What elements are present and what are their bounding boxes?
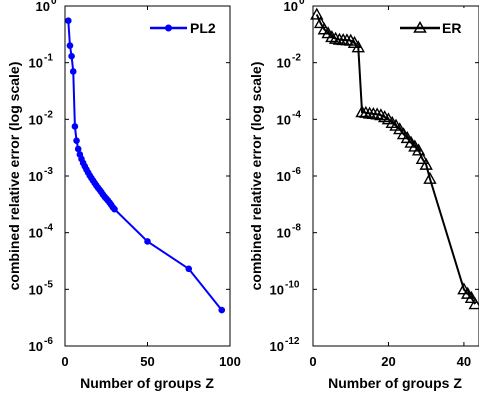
y-tick-base: 10 bbox=[29, 112, 43, 127]
y-tick-label: 10 -4 bbox=[277, 109, 302, 127]
data-point bbox=[419, 157, 433, 170]
series-line-er bbox=[315, 14, 477, 305]
y-tick-base: 10 bbox=[29, 169, 43, 184]
y-tick-base: 10 bbox=[29, 56, 43, 71]
y-tick-base: 10 bbox=[36, 0, 50, 14]
y-tick-label: 10 -10 bbox=[270, 279, 300, 297]
y-tick-exponent: 0 bbox=[51, 0, 57, 7]
y-tick-exponent: 0 bbox=[299, 0, 305, 7]
y-tick-base: 10 bbox=[29, 339, 43, 354]
data-point bbox=[325, 30, 339, 43]
y-tick-exponent: -3 bbox=[44, 166, 53, 177]
y-tick-base: 10 bbox=[270, 282, 284, 297]
x-tick-label: 40 bbox=[457, 354, 471, 369]
data-point bbox=[468, 297, 479, 310]
data-point bbox=[71, 123, 79, 130]
y-tick-exponent: -4 bbox=[44, 223, 53, 234]
series-line-pl2 bbox=[67, 20, 223, 311]
data-point bbox=[423, 171, 437, 184]
data-point bbox=[328, 31, 343, 44]
legend-box bbox=[151, 8, 229, 38]
data-point bbox=[65, 17, 72, 25]
legend-marker-er bbox=[413, 21, 427, 33]
axes-box bbox=[312, 5, 479, 347]
y-tick-base: 10 bbox=[284, 0, 298, 14]
y-tick-label: 10 -3 bbox=[29, 166, 54, 184]
y-tick-exponent: -2 bbox=[44, 109, 53, 120]
data-point bbox=[359, 105, 373, 118]
y-tick-label: 10 -6 bbox=[29, 336, 54, 354]
data-point bbox=[355, 105, 369, 118]
y-tick-base: 10 bbox=[29, 282, 43, 297]
y-tick-base: 10 bbox=[277, 112, 291, 127]
x-tick-label: 0 bbox=[309, 354, 316, 369]
x-tick-label: 50 bbox=[140, 354, 154, 369]
y-tick-exponent: -6 bbox=[44, 336, 53, 347]
y-tick-label: 10 -8 bbox=[277, 223, 302, 241]
y-tick-exponent: -6 bbox=[292, 166, 301, 177]
legend: ER bbox=[398, 8, 478, 38]
y-tick-base: 10 bbox=[29, 226, 43, 241]
x-tick-label: 20 bbox=[381, 354, 395, 369]
y-tick-base: 10 bbox=[277, 169, 291, 184]
legend-box bbox=[398, 8, 478, 38]
data-point bbox=[351, 40, 365, 53]
plot-area bbox=[310, 7, 479, 310]
x-tick-label: 100 bbox=[219, 354, 241, 369]
y-tick-label: 10 -2 bbox=[277, 53, 302, 71]
y-axis-label: combined relative error (log scale) bbox=[248, 62, 264, 291]
y-tick-base: 10 bbox=[277, 56, 291, 71]
data-point bbox=[411, 143, 426, 156]
y-tick-label: 10 -12 bbox=[270, 336, 300, 354]
legend-label-pl2: PL2 bbox=[190, 20, 216, 36]
legend-marker-pl2 bbox=[165, 24, 172, 32]
data-point bbox=[400, 131, 415, 144]
y-tick-base: 10 bbox=[277, 226, 291, 241]
plot-area bbox=[65, 17, 226, 314]
y-tick-exponent: -10 bbox=[285, 279, 300, 290]
y-tick-label: 10 0 bbox=[284, 0, 305, 14]
data-point bbox=[144, 238, 151, 245]
data-point bbox=[111, 205, 118, 213]
data-point bbox=[415, 152, 430, 165]
x-axis-label: Number of groups Z bbox=[80, 375, 214, 391]
data-point bbox=[69, 68, 77, 75]
data-point bbox=[310, 7, 324, 20]
y-tick-label: 10 -6 bbox=[277, 166, 302, 184]
data-point bbox=[68, 52, 75, 60]
y-tick-label: 10 0 bbox=[36, 0, 57, 14]
data-point bbox=[185, 265, 193, 273]
data-point bbox=[73, 137, 80, 144]
x-tick-label: 0 bbox=[61, 354, 68, 369]
y-tick-exponent: -1 bbox=[44, 53, 53, 64]
data-point bbox=[464, 290, 479, 303]
y-tick-exponent: -12 bbox=[285, 336, 300, 347]
data-point bbox=[66, 42, 74, 49]
y-tick-label: 10 -5 bbox=[29, 279, 54, 297]
y-tick-label: 10 -1 bbox=[29, 53, 54, 71]
data-point bbox=[74, 145, 82, 153]
y-axis-label: combined relative error (log scale) bbox=[6, 62, 22, 291]
data-point bbox=[218, 306, 226, 314]
y-tick-label: 10 -2 bbox=[29, 109, 54, 127]
y-tick-base: 10 bbox=[270, 339, 284, 354]
y-tick-label: 10 -4 bbox=[29, 223, 54, 241]
data-point bbox=[370, 107, 384, 120]
legend: PL2 bbox=[150, 8, 229, 38]
y-tick-exponent: -5 bbox=[44, 279, 53, 290]
x-axis-label: Number of groups Z bbox=[328, 375, 462, 391]
y-tick-exponent: -4 bbox=[292, 109, 301, 120]
legend-label-er: ER bbox=[442, 20, 461, 36]
data-point bbox=[313, 16, 328, 29]
y-tick-exponent: -8 bbox=[292, 223, 301, 234]
data-point bbox=[393, 122, 407, 135]
y-tick-exponent: -2 bbox=[292, 53, 301, 64]
